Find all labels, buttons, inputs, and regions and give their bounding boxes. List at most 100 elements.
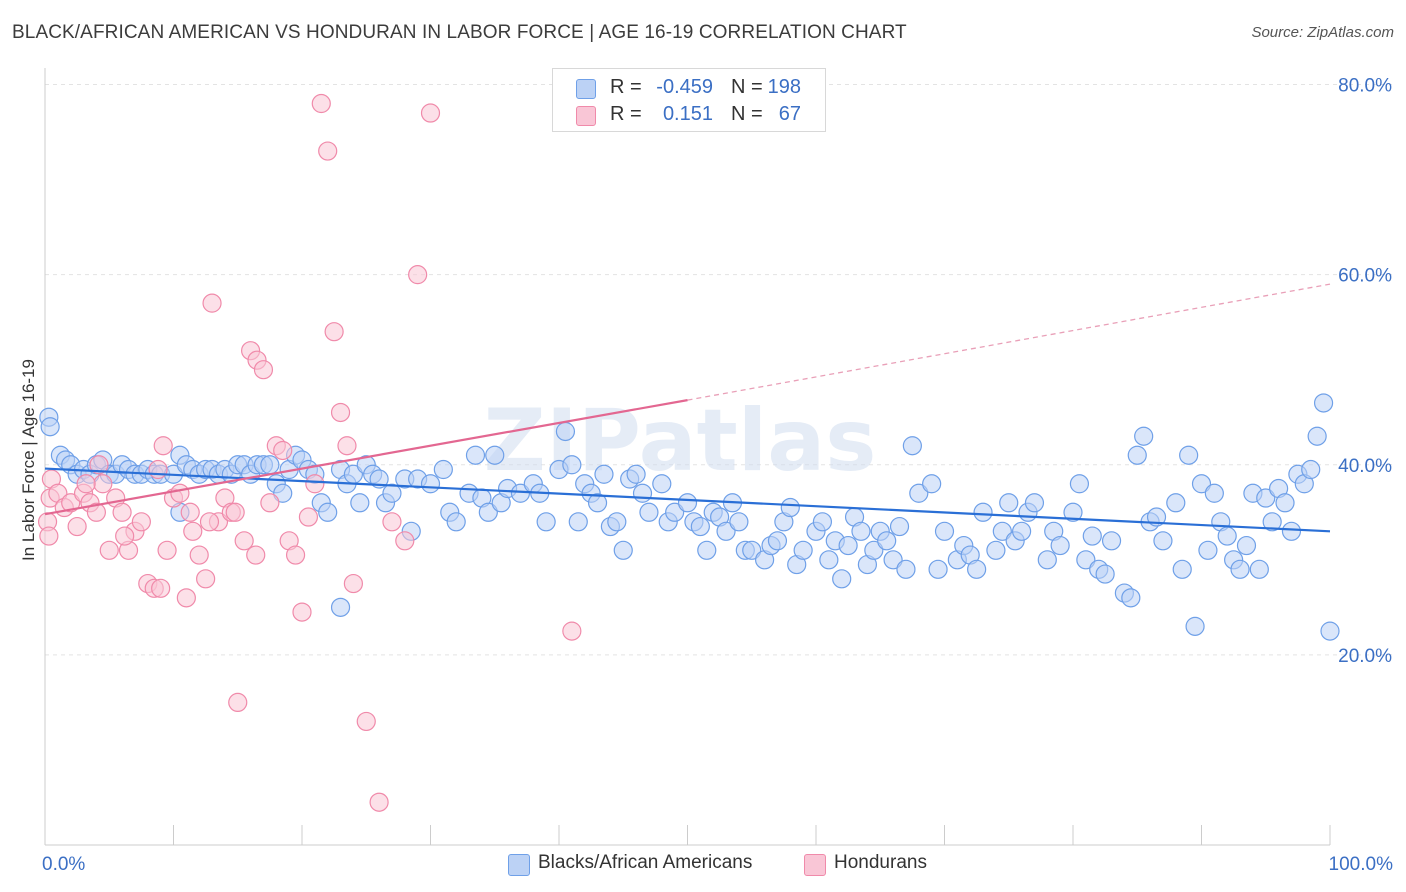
point-blacks: [697, 540, 717, 560]
point-hondurans: [395, 531, 415, 551]
point-blacks: [652, 474, 672, 494]
point-blacks: [613, 540, 633, 560]
point-blacks: [330, 597, 351, 617]
n-label: N =: [731, 103, 763, 125]
point-blacks: [639, 502, 659, 522]
y-tick-label: 60.0%: [1338, 266, 1392, 287]
point-blacks: [536, 512, 556, 532]
point-blacks: [1320, 621, 1340, 641]
point-blacks: [986, 540, 1006, 560]
point-blacks: [793, 540, 813, 560]
point-hondurans: [234, 531, 254, 551]
x-tick-label: 100.0%: [1329, 854, 1394, 875]
point-hondurans: [153, 436, 173, 456]
point-hondurans: [408, 265, 428, 285]
point-blacks: [1127, 445, 1147, 465]
source-credit: Source: ZipAtlas.com: [1251, 24, 1394, 41]
point-hondurans: [157, 540, 177, 560]
point-blacks: [626, 464, 646, 484]
point-blacks: [1198, 540, 1218, 560]
stats-row-hondurans: R = 0.151 N = 67: [553, 101, 825, 129]
stats-legend: R = -0.459 N = 198 R = 0.151 N = 67: [552, 68, 826, 132]
y-axis-label: In Labor Force | Age 16-19: [19, 359, 38, 561]
point-blacks: [677, 493, 698, 513]
point-blacks: [1262, 512, 1282, 532]
point-hondurans: [131, 512, 151, 532]
point-hondurans: [562, 621, 582, 641]
point-blacks: [1037, 550, 1057, 570]
point-hondurans: [189, 545, 209, 565]
r-label: R =: [610, 103, 642, 125]
point-blacks: [934, 521, 955, 541]
point-hondurans: [260, 493, 280, 513]
point-hondurans: [311, 93, 331, 114]
point-blacks: [812, 512, 833, 532]
point-blacks: [883, 550, 903, 570]
swatch-blacks: [576, 79, 596, 99]
point-hondurans: [89, 455, 109, 475]
point-blacks: [1166, 493, 1186, 513]
point-blacks: [780, 497, 800, 518]
point-blacks: [742, 540, 762, 560]
point-blacks: [909, 483, 929, 503]
point-blacks: [864, 540, 884, 560]
series-hondurans-points: [37, 93, 582, 812]
point-blacks: [382, 483, 402, 503]
point-hondurans: [67, 516, 87, 537]
point-blacks: [433, 459, 453, 480]
x-tick-label: 0.0%: [42, 854, 85, 875]
point-blacks: [1050, 535, 1070, 556]
series-legend: Blacks/African Americans Hondurans: [0, 851, 1406, 879]
point-blacks: [369, 469, 389, 489]
point-blacks: [632, 483, 653, 503]
trend-line-hondurans-extension: [687, 283, 1331, 401]
r-value: -0.459: [656, 76, 713, 98]
legend-swatch-hondurans: [804, 854, 826, 876]
point-hondurans: [176, 588, 196, 608]
point-blacks: [1179, 445, 1199, 465]
point-hondurans: [61, 493, 81, 513]
point-blacks: [838, 535, 858, 556]
point-hondurans: [202, 293, 222, 313]
point-hondurans: [115, 526, 135, 546]
point-hondurans: [112, 502, 132, 522]
point-blacks: [896, 559, 916, 579]
trend-line-hondurans: [44, 399, 688, 516]
point-blacks: [1069, 474, 1090, 494]
point-blacks: [568, 512, 588, 532]
y-tick-label: 80.0%: [1338, 76, 1392, 97]
trend-lines: [44, 283, 1331, 533]
point-hondurans: [183, 521, 203, 541]
point-blacks: [1313, 393, 1334, 413]
legend-label-blacks: Blacks/African Americans: [538, 852, 753, 873]
point-blacks: [1011, 521, 1032, 541]
point-hondurans: [382, 512, 402, 532]
point-blacks: [922, 474, 942, 494]
point-hondurans: [273, 440, 293, 461]
point-blacks: [1024, 493, 1045, 513]
point-blacks: [40, 417, 60, 437]
point-blacks: [1185, 616, 1205, 636]
point-blacks: [889, 516, 910, 537]
point-blacks: [1082, 526, 1102, 546]
point-blacks: [992, 521, 1012, 541]
point-hondurans: [246, 545, 266, 565]
point-blacks: [1301, 459, 1321, 480]
point-hondurans: [228, 692, 248, 713]
n-label: N =: [731, 76, 763, 98]
point-blacks: [555, 421, 576, 442]
axes: [44, 68, 1331, 846]
point-hondurans: [298, 507, 319, 527]
point-blacks: [1281, 521, 1302, 541]
r-label: R =: [610, 76, 642, 98]
point-hondurans: [356, 711, 376, 732]
point-hondurans: [196, 569, 216, 589]
point-blacks: [1076, 550, 1096, 570]
point-blacks: [587, 493, 608, 513]
point-blacks: [1236, 535, 1257, 556]
point-blacks: [1191, 474, 1212, 494]
y-tick-label: 40.0%: [1338, 456, 1392, 477]
point-hondurans: [305, 474, 325, 494]
point-hondurans: [318, 141, 338, 161]
point-blacks: [999, 493, 1019, 513]
